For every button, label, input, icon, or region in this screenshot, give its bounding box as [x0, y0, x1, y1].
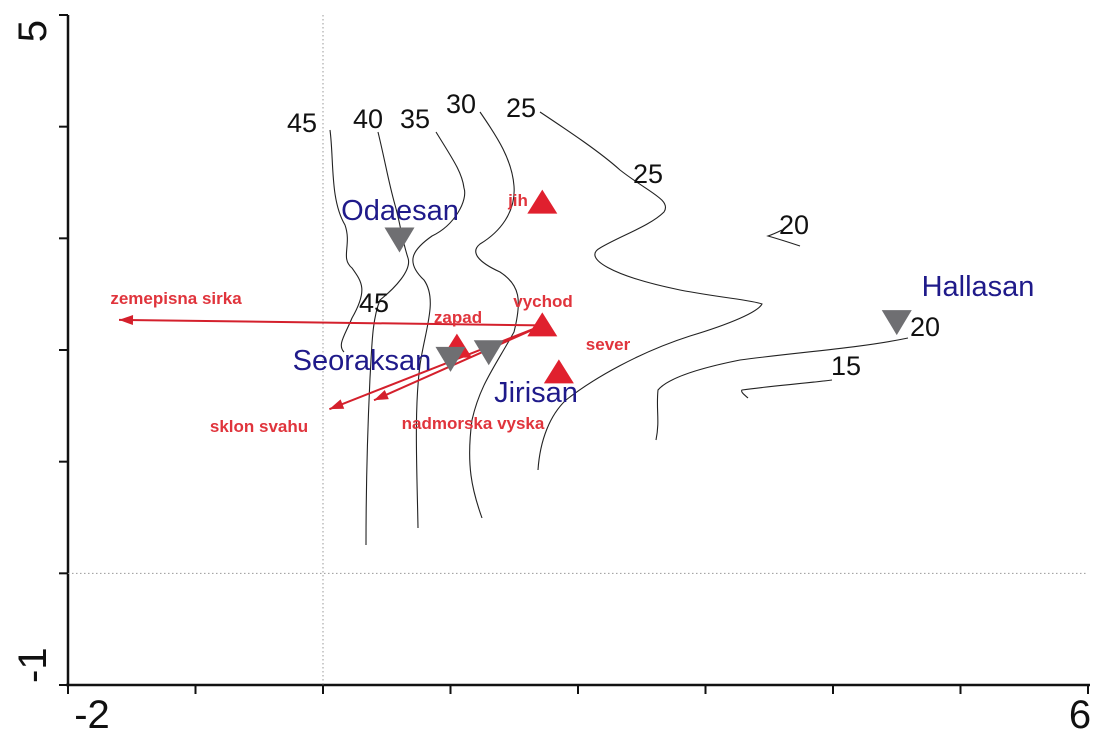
site-label: Jirisan [494, 377, 578, 409]
aspect-point [527, 189, 558, 214]
site-point [435, 346, 466, 372]
x-tick-label-min: -2 [74, 693, 110, 733]
contour-line-20-right [766, 229, 801, 247]
site-label: Seoraksan [293, 345, 432, 377]
contour-label: 20 [910, 312, 940, 342]
x-tick-label-max: 6 [1069, 693, 1091, 733]
contour-line-40 [365, 131, 410, 546]
contour-label: 45 [359, 288, 389, 318]
env-vector-line [373, 324, 543, 402]
contour-line-35 [412, 131, 466, 529]
env-vector-arrowhead [329, 399, 345, 410]
contour-label: 35 [400, 104, 430, 134]
contour-line-20-left [655, 337, 909, 441]
contour-label: 40 [353, 104, 383, 134]
contour-label: 45 [287, 108, 317, 138]
contour-lines [329, 111, 909, 546]
contour-label: 25 [506, 93, 536, 123]
contour-line-15 [741, 379, 833, 399]
contour-label: 30 [446, 89, 476, 119]
contour-label: 20 [779, 210, 809, 240]
y-tick-label-min: -1 [11, 647, 55, 683]
y-tick-label-max: 5 [11, 20, 55, 42]
aspect-point [527, 312, 558, 337]
site-point [384, 227, 415, 253]
contour-label: 25 [633, 159, 663, 189]
site-points [384, 227, 912, 372]
env-vector-label: zemepisna sirka [110, 289, 242, 308]
contour-line-25 [537, 111, 763, 471]
env-vector-arrowhead [374, 389, 389, 401]
site-labels: Odaesan Seoraksan Jirisan Hallasan [293, 195, 1035, 409]
env-vector-line [329, 324, 543, 411]
contour-line-30 [469, 111, 519, 519]
axis-ticks [59, 14, 1089, 694]
plot-area [68, 15, 1088, 685]
site-point [473, 340, 504, 366]
env-vector-label: sklon svahu [210, 417, 308, 436]
contour-line-45 [329, 129, 363, 353]
aspect-label: jih [507, 191, 528, 210]
environmental-vectors [118, 315, 543, 411]
contour-label: 15 [831, 351, 861, 381]
site-point [881, 310, 912, 336]
contour-labels: 45 40 35 30 25 25 20 45 20 15 [287, 89, 940, 381]
env-vector-label: nadmorska vyska [402, 414, 545, 433]
env-vector-arrowhead [119, 315, 134, 326]
site-label: Hallasan [922, 271, 1035, 303]
aspect-label: vychod [513, 292, 573, 311]
site-label: Odaesan [341, 195, 459, 227]
aspect-point [543, 359, 574, 384]
env-vector-labels: zemepisna sirka sklon svahu nadmorska vy… [110, 289, 545, 436]
aspect-label: sever [586, 335, 631, 354]
aspect-labels: jih vychod zapad sever [434, 191, 631, 354]
aspect-label: zapad [434, 308, 482, 327]
env-vector-line [118, 318, 543, 327]
